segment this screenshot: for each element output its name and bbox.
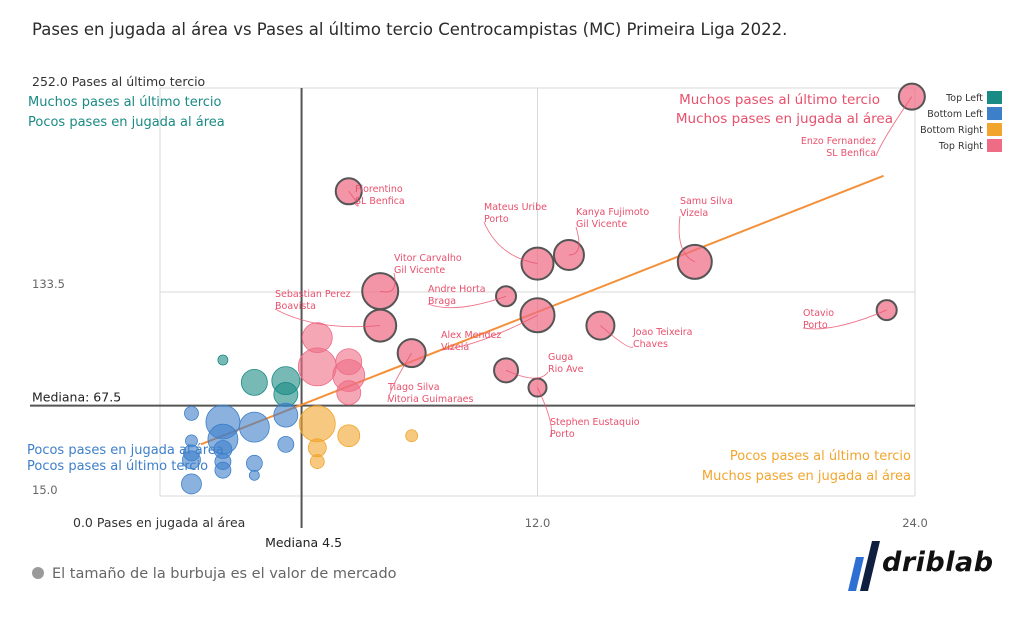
- quadrant-label-top-left-1: Muchos pases al último tercio: [28, 95, 222, 110]
- data-point-40: [309, 454, 325, 469]
- brand-name: driblab: [882, 547, 994, 578]
- quadrant-label-bottom-left-1: Pocos pases en jugada al área: [27, 443, 224, 458]
- data-point-37: [277, 435, 295, 453]
- point-label-11-team: Gil Vicente: [394, 265, 445, 276]
- driblab-logo: driblab: [842, 537, 994, 593]
- data-point-18: [336, 380, 362, 406]
- quadrant-label-top-right-2: Muchos pases en jugada al área: [676, 111, 893, 127]
- data-point-26: [181, 473, 202, 495]
- point-label-3-name: Kanya Fujimoto: [576, 207, 649, 218]
- data-point-41: [337, 424, 361, 448]
- point-label-13-team: Vitoria Guimaraes: [388, 394, 474, 405]
- x-tick-label-left: 0.0 Pases en jugada al área: [73, 515, 245, 530]
- data-point-15: [297, 347, 337, 387]
- leader-line-11: [380, 272, 396, 293]
- point-label-12-name: Sebastian Perez: [275, 289, 351, 300]
- legend-label-2: Bottom Right: [920, 125, 983, 136]
- point-label-13-name: Tiago Silva: [387, 382, 440, 393]
- y-tick-label-bottom: 15.0: [32, 483, 58, 497]
- data-point-16: [335, 348, 363, 376]
- data-point-35: [248, 469, 260, 481]
- point-label-7-name: Andre Horta: [428, 284, 486, 295]
- y-tick-label-mid: 133.5: [32, 277, 65, 291]
- leader-line-2: [678, 215, 695, 263]
- point-label-3-team: Gil Vicente: [576, 219, 627, 230]
- data-point-38: [298, 405, 336, 443]
- point-label-11-name: Vitor Carvalho: [394, 253, 462, 264]
- leader-line-6: [440, 314, 538, 351]
- point-label-12-team: Boavista: [275, 301, 316, 312]
- footer-text: El tamaño de la burbuja es el valor de m…: [52, 566, 397, 582]
- chart-title: Pases en jugada al área vs Pases al últi…: [32, 20, 788, 39]
- data-point-20: [240, 368, 268, 396]
- point-label-5-name: Joao Teixeira: [632, 327, 692, 338]
- point-label-0-name: Enzo Fernandez: [801, 136, 876, 147]
- legend-swatch-2: [987, 123, 1002, 136]
- median-label-x: Mediana 4.5: [265, 535, 342, 550]
- leader-line-13: [387, 352, 413, 403]
- quadrant-label-bottom-right-1: Pocos pases al último tercio: [730, 449, 911, 464]
- leader-line-0: [875, 96, 913, 157]
- point-label-2-name: Samu Silva: [680, 196, 733, 207]
- data-point-27: [185, 434, 198, 448]
- point-label-6-name: Alex Mendez: [441, 330, 501, 341]
- data-point-36: [273, 402, 299, 428]
- data-point-33: [238, 411, 270, 443]
- leader-line-8: [505, 369, 549, 379]
- point-label-8-name: Guga: [548, 352, 573, 363]
- point-label-1-team: Porto: [803, 320, 828, 331]
- point-label-4-team: Porto: [484, 214, 509, 225]
- data-point-8: [493, 357, 520, 384]
- leader-line-5: [600, 325, 634, 348]
- legend-label-0: Top Left: [945, 93, 983, 104]
- data-point-39: [307, 438, 327, 458]
- legend-swatch-1: [987, 107, 1002, 120]
- point-label-10-name: Florentino: [355, 184, 403, 195]
- data-point-19: [217, 354, 229, 366]
- quadrant-label-bottom-right-2: Muchos pases en jugada al área: [702, 469, 911, 484]
- leader-line-3: [568, 226, 580, 256]
- point-label-6-team: Vizelá: [441, 342, 469, 353]
- point-label-10-team: SL Benfica: [355, 196, 405, 207]
- data-point-23: [184, 405, 199, 421]
- x-tick-label-right: 24.0: [902, 516, 928, 530]
- leader-line-9: [537, 387, 552, 438]
- bulb-icon: [32, 567, 44, 579]
- leader-line-12: [274, 308, 381, 328]
- quadrant-label-bottom-left-2: Pocos pases al último tercio: [27, 459, 208, 474]
- footer-note: El tamaño de la burbuja es el valor de m…: [32, 566, 397, 582]
- point-label-0-team: SL Benfica: [826, 148, 876, 159]
- y-tick-label-top: 252.0 Pases al último tercio: [32, 74, 205, 89]
- legend-label-1: Bottom Left: [927, 109, 983, 120]
- point-label-4-name: Mateus Uribe: [484, 202, 547, 213]
- leader-line-4: [483, 221, 538, 265]
- data-point-32: [214, 461, 232, 479]
- data-point-24: [183, 444, 200, 462]
- leader-line-10: [348, 191, 359, 207]
- quadrant-label-top-left-2: Pocos pases en jugada al área: [28, 115, 225, 130]
- point-label-9-name: Stephen Eustaquio: [550, 417, 640, 428]
- data-point-42: [405, 429, 419, 443]
- point-label-9-team: Porto: [550, 429, 575, 440]
- point-label-8-team: Rio Ave: [548, 364, 584, 375]
- point-label-2-team: Vizela: [680, 208, 708, 219]
- leader-line-1: [802, 309, 887, 330]
- point-label-5-team: Chaves: [633, 339, 668, 350]
- point-label-7-team: Braga: [428, 296, 456, 307]
- legend-swatch-3: [987, 139, 1002, 152]
- legend-label-3: Top Right: [938, 141, 983, 152]
- leader-line-7: [427, 295, 507, 309]
- quadrant-label-top-right-1: Muchos pases al último tercio: [679, 92, 880, 108]
- driblab-mark-icon: [848, 541, 880, 591]
- data-point-14: [301, 322, 333, 354]
- median-label-y: Mediana: 67.5: [32, 390, 121, 405]
- data-point-34: [245, 454, 263, 472]
- x-tick-label-mid: 12.0: [525, 516, 551, 530]
- legend-swatch-0: [987, 91, 1002, 104]
- point-label-1-name: Otavio: [803, 308, 834, 319]
